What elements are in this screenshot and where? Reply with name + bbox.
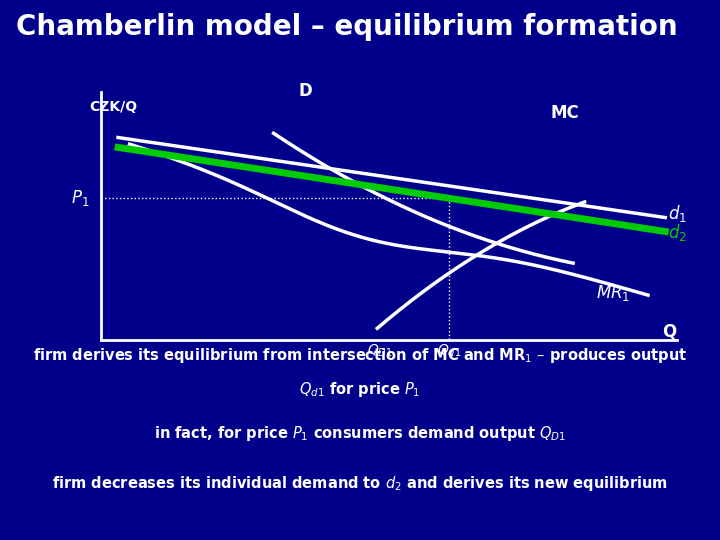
Text: $Q_{d1}$ for price $P_1$: $Q_{d1}$ for price $P_1$ <box>300 380 420 399</box>
Text: $MR_1$: $MR_1$ <box>596 282 631 303</box>
Text: in fact, for price $P_1$ consumers demand output $Q_{D1}$: in fact, for price $P_1$ consumers deman… <box>154 424 566 443</box>
Text: Chamberlin model – equilibrium formation: Chamberlin model – equilibrium formation <box>16 12 678 40</box>
Text: MC: MC <box>550 104 579 123</box>
Text: firm derives its equilibrium from intersection of MC and MR$_1$ – produces outpu: firm derives its equilibrium from inters… <box>33 346 687 365</box>
Text: $Q_{d1}$: $Q_{d1}$ <box>437 342 462 359</box>
Text: $d_2$: $d_2$ <box>668 222 687 242</box>
Text: $Q_{D1}$: $Q_{D1}$ <box>367 342 393 359</box>
Text: Q: Q <box>662 322 677 340</box>
Text: $P_1$: $P_1$ <box>71 187 89 208</box>
Text: CZK/Q: CZK/Q <box>89 100 138 114</box>
Text: firm decreases its individual demand to $d_2$ and derives its new equilibrium: firm decreases its individual demand to … <box>52 474 668 493</box>
Text: D: D <box>298 83 312 100</box>
Text: $d_1$: $d_1$ <box>668 204 687 224</box>
